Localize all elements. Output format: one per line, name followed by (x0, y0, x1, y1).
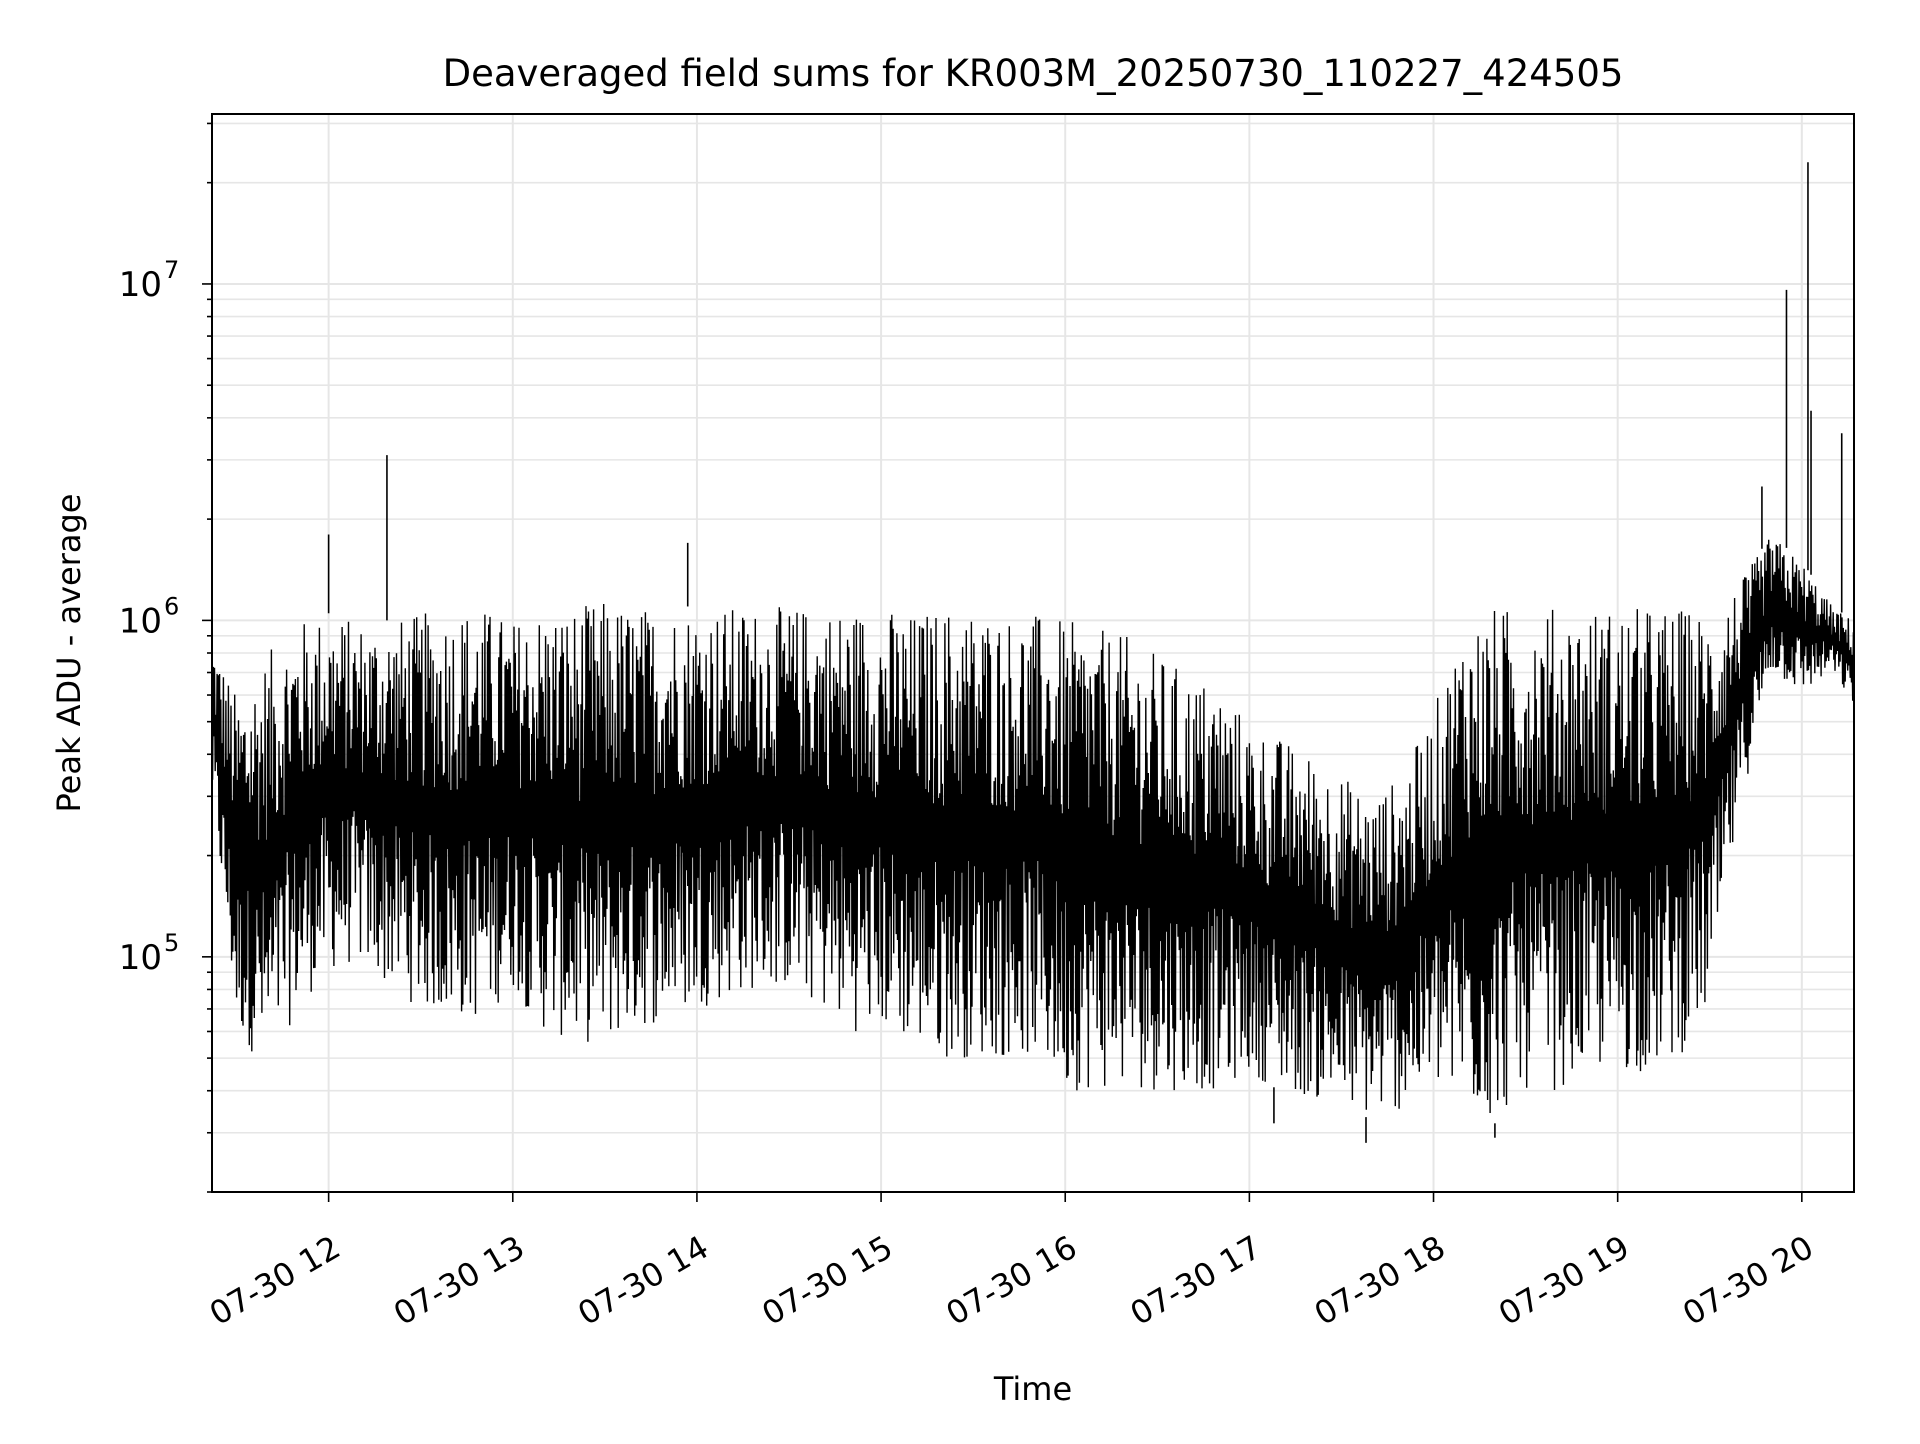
y-tick-label-exponent: 7 (164, 256, 179, 284)
y-tick-label-exponent: 5 (164, 929, 179, 957)
y-axis-label: Peak ADU - average (50, 494, 88, 813)
y-tick-label: 10 (119, 601, 162, 641)
x-axis-label: Time (993, 1370, 1072, 1408)
y-tick-label-exponent: 6 (164, 592, 179, 620)
y-tick-label: 10 (119, 265, 162, 305)
series-line (211, 539, 1855, 1114)
y-tick-label: 10 (119, 938, 162, 978)
chart-title: Deaveraged field sums for KR003M_2025073… (443, 52, 1624, 95)
